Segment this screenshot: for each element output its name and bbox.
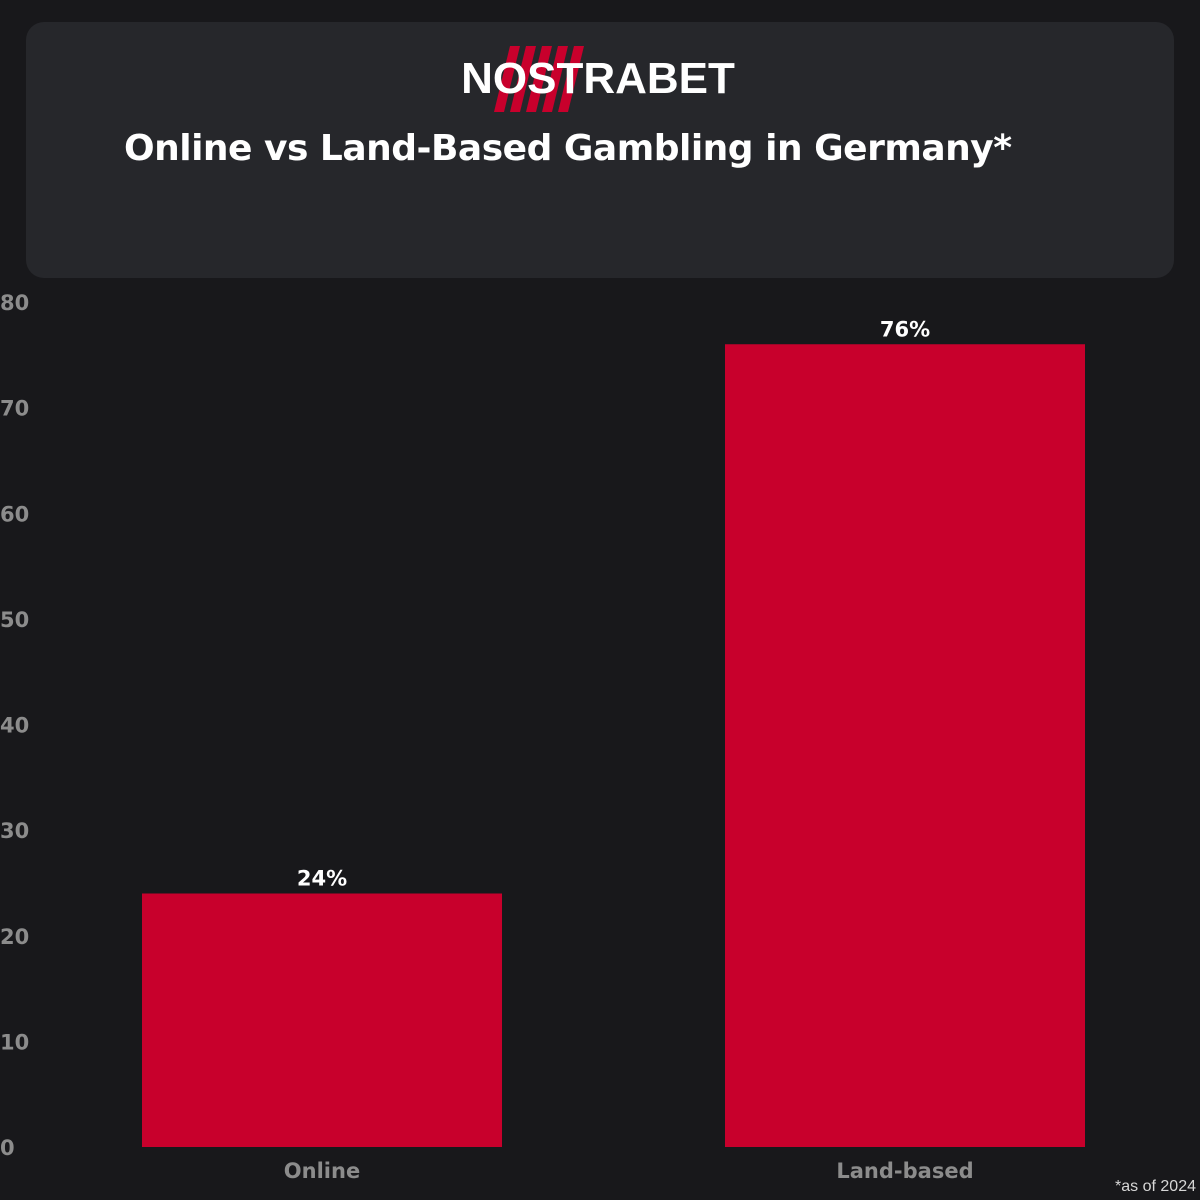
y-tick-label: 30 xyxy=(0,819,29,843)
nostrabet-logo: NOSTRABET xyxy=(461,46,735,112)
y-tick-label: 80 xyxy=(0,291,29,315)
x-tick-label: Online xyxy=(284,1159,360,1183)
bar-land-based xyxy=(725,344,1085,1147)
y-tick-label: 10 xyxy=(0,1030,29,1054)
value-labels: 24% 76% xyxy=(297,317,930,890)
bar-value-label: 24% xyxy=(297,867,347,891)
y-tick-label: 40 xyxy=(0,714,29,738)
bar-online xyxy=(142,893,502,1147)
logo-stripes xyxy=(494,46,584,112)
chart-title: Online vs Land-Based Gambling in Germany… xyxy=(124,128,1012,169)
y-axis: 0 10 20 30 40 50 60 70 80 xyxy=(0,291,29,1160)
svg-text:NOSTRABET: NOSTRABET xyxy=(461,54,735,103)
bar-value-label: 76% xyxy=(880,317,930,341)
y-tick-label: 0 xyxy=(0,1136,15,1160)
footnote: *as of 2024 xyxy=(1115,1178,1196,1195)
header-card xyxy=(26,22,1174,278)
x-axis: Online Land-based xyxy=(284,1159,974,1183)
y-tick-label: 20 xyxy=(0,925,29,949)
y-tick-label: 50 xyxy=(0,608,29,632)
y-tick-label: 70 xyxy=(0,397,29,421)
bars xyxy=(142,344,1085,1147)
y-tick-label: 60 xyxy=(0,502,29,526)
x-tick-label: Land-based xyxy=(836,1159,973,1183)
